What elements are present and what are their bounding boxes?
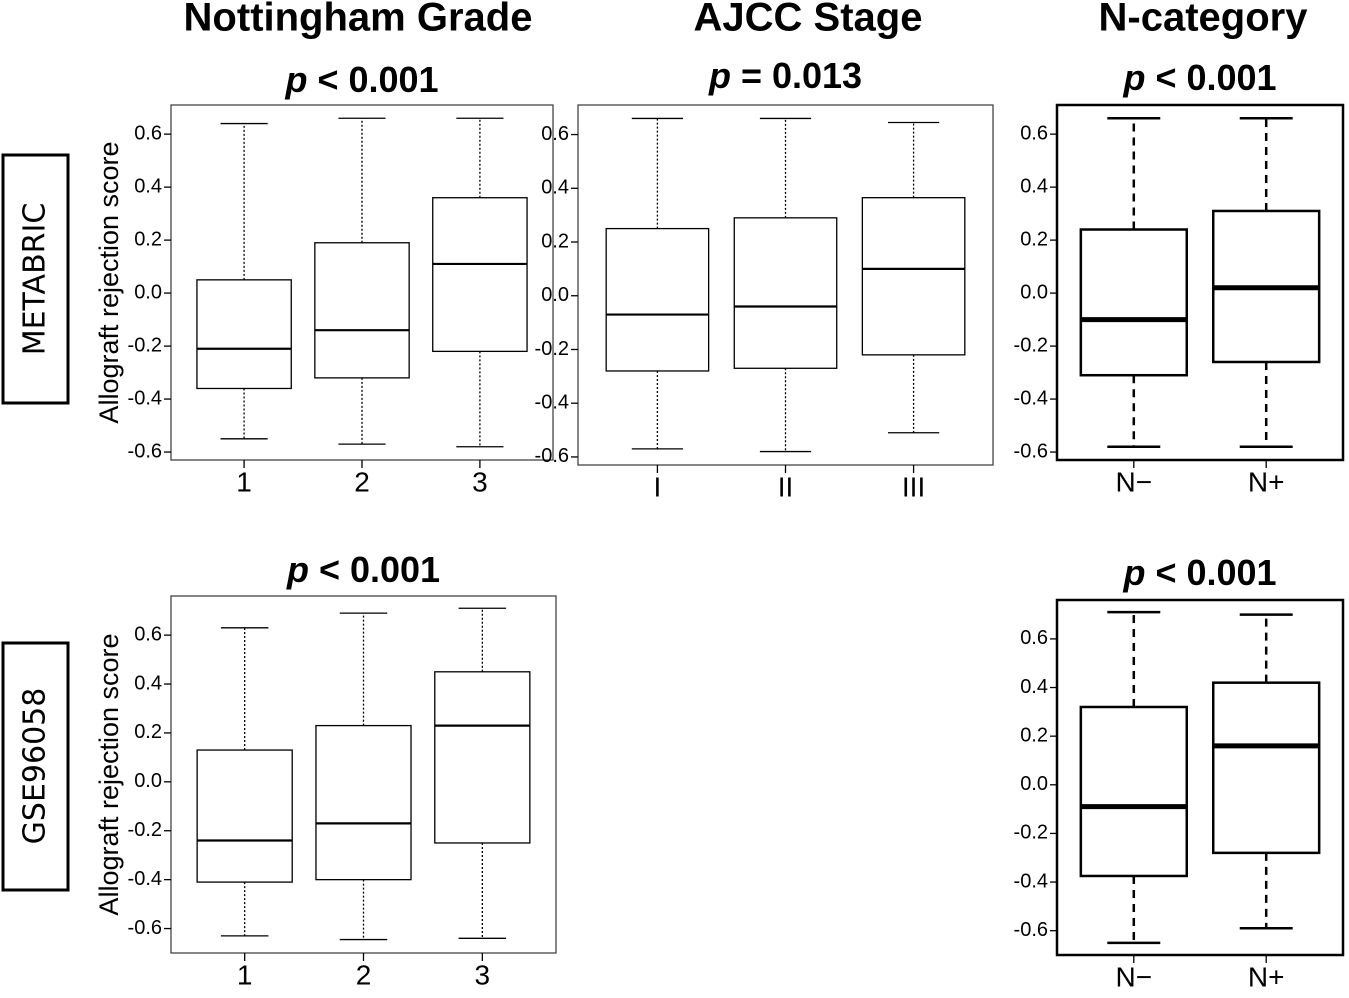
panel-title: p = 0.013 <box>708 55 862 96</box>
y-tick-label: 0.2 <box>134 721 162 743</box>
y-tick-label: -0.6 <box>535 445 569 467</box>
y-tick-label: 0.0 <box>134 281 162 303</box>
y-tick-label: -0.2 <box>128 334 162 356</box>
panel-title: p < 0.001 <box>1122 57 1276 98</box>
y-tick-label: -0.2 <box>1014 822 1048 844</box>
x-tick-label: 3 <box>475 959 491 990</box>
plot-frame <box>1055 103 1345 462</box>
x-tick-label: N+ <box>1248 961 1285 992</box>
panel-title: p < 0.001 <box>1122 552 1276 593</box>
x-tick-label: 2 <box>356 959 372 990</box>
x-tick-label: III <box>902 471 925 502</box>
box <box>1079 228 1189 377</box>
y-tick-label: 0.4 <box>134 672 162 694</box>
y-tick-label: 0.4 <box>541 177 569 199</box>
column-title: Nottingham Grade <box>184 0 533 40</box>
y-tick-label: 0.2 <box>541 230 569 252</box>
y-tick-label: 0.2 <box>1020 724 1048 746</box>
y-tick-label: 0.0 <box>1020 281 1048 303</box>
y-tick-label: 0.0 <box>541 284 569 306</box>
x-tick-label: N− <box>1116 961 1153 992</box>
x-tick-label: 1 <box>237 959 253 990</box>
row-label: GSE96058 <box>18 688 53 845</box>
panel-title: p < 0.001 <box>286 549 440 590</box>
box <box>434 671 531 844</box>
column-title: AJCC Stage <box>694 0 923 40</box>
y-tick-label: -0.4 <box>128 387 162 409</box>
x-tick-label: N+ <box>1248 466 1285 497</box>
box <box>861 197 966 356</box>
plot-frame <box>1055 598 1345 957</box>
y-tick-label: -0.6 <box>128 917 162 939</box>
y-tick-label: 0.6 <box>134 122 162 144</box>
row-label-box <box>1 641 70 892</box>
box <box>432 197 528 353</box>
box <box>196 749 293 883</box>
y-tick-label: 0.4 <box>1020 676 1048 698</box>
y-tick-label: 0.0 <box>134 770 162 792</box>
y-tick-label: 0.2 <box>134 228 162 250</box>
box <box>1211 681 1321 855</box>
y-tick-label: -0.6 <box>128 440 162 462</box>
y-tick-label: 0.6 <box>1020 627 1048 649</box>
column-title: N-category <box>1099 0 1309 40</box>
x-tick-label: I <box>654 471 662 502</box>
y-tick-label: 0.4 <box>1020 175 1048 197</box>
y-tick-label: 0.2 <box>1020 228 1048 250</box>
x-tick-label: N− <box>1116 466 1153 497</box>
y-axis-label: Allograft rejection score <box>94 141 124 423</box>
box <box>196 279 292 390</box>
panel-title: p < 0.001 <box>284 59 438 100</box>
box <box>605 227 710 372</box>
y-tick-label: -0.4 <box>128 868 162 890</box>
box <box>315 724 412 881</box>
y-tick-label: 0.4 <box>134 175 162 197</box>
y-tick-label: 0.6 <box>541 123 569 145</box>
y-tick-label: -0.2 <box>1014 334 1048 356</box>
y-tick-label: -0.6 <box>1014 440 1048 462</box>
box <box>314 242 410 379</box>
y-tick-label: -0.4 <box>1014 387 1048 409</box>
box <box>1079 705 1189 878</box>
y-tick-label: 0.0 <box>1020 773 1048 795</box>
y-tick-label: 0.6 <box>134 623 162 645</box>
y-tick-label: -0.2 <box>535 338 569 360</box>
x-tick-label: 1 <box>236 466 252 497</box>
y-axis-label: Allograft rejection score <box>94 633 124 915</box>
y-tick-label: -0.4 <box>535 391 569 413</box>
y-tick-label: -0.6 <box>1014 919 1048 941</box>
y-tick-label: -0.2 <box>128 819 162 841</box>
x-tick-label: 3 <box>472 466 488 497</box>
row-label: METABRIC <box>18 203 53 356</box>
y-tick-label: -0.4 <box>1014 870 1048 892</box>
row-label-box <box>1 153 70 405</box>
x-tick-label: II <box>778 471 794 502</box>
y-tick-label: 0.6 <box>1020 122 1048 144</box>
x-tick-label: 2 <box>354 466 370 497</box>
box <box>733 217 838 369</box>
